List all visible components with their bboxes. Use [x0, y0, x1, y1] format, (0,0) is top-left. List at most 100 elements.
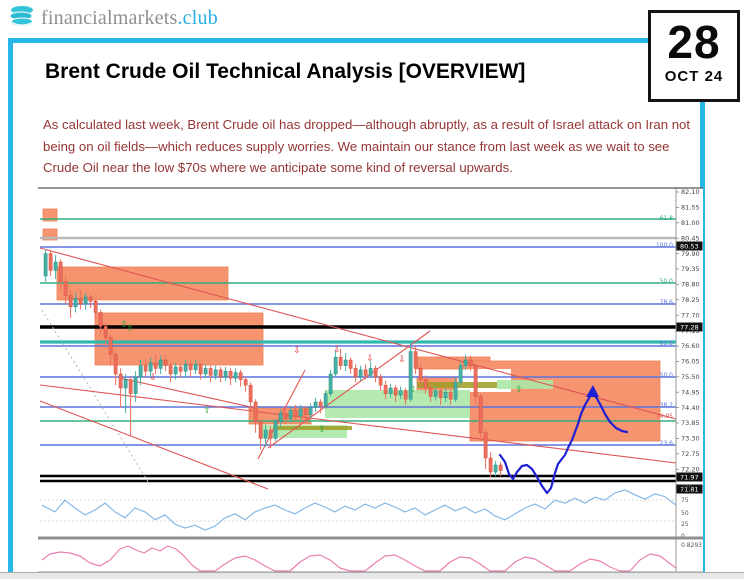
candle-body — [193, 363, 198, 371]
price-badge: 71.97 — [676, 472, 703, 482]
trendlines — [39, 247, 677, 490]
price-badge-text: 71.81 — [680, 485, 699, 493]
supply-demand-zone — [94, 312, 264, 366]
trendline — [119, 377, 256, 409]
fib-label: 38.2 — [660, 402, 674, 409]
trendline — [39, 384, 677, 464]
candle-body — [103, 326, 108, 338]
candle-body — [143, 365, 148, 372]
candle-body — [253, 401, 258, 422]
date-badge: 28 OCT 24 — [648, 10, 740, 102]
candle-body — [118, 373, 123, 389]
fib-label: 23.6 — [660, 440, 674, 447]
candle-body — [423, 379, 428, 389]
page-title: Brent Crude Oil Technical Analysis [OVER… — [45, 60, 526, 83]
candle-body — [68, 295, 73, 308]
sell-arrow-icon: ⇩ — [398, 355, 406, 365]
date-day: 28 — [667, 16, 721, 68]
sell-arrow-icon: ⇩ — [333, 345, 341, 355]
candle-body — [398, 390, 403, 396]
demand-zone — [497, 380, 553, 389]
olive-level — [273, 426, 352, 430]
price-axis-panel — [676, 188, 703, 572]
candle-body — [83, 296, 88, 305]
fib-label: 74.05 — [656, 413, 673, 420]
candle-body — [98, 312, 103, 327]
candle-body — [333, 356, 338, 375]
price-label: 77.70 — [681, 311, 700, 319]
fib-label: 50.0 — [660, 278, 674, 285]
candle-body — [248, 384, 253, 403]
buy-arrow-icon: ⇧ — [318, 425, 326, 435]
sell-arrow-icon: ⇩ — [149, 373, 157, 383]
candle-body — [408, 351, 413, 400]
candle-body — [178, 366, 183, 372]
supply-demand-zone — [42, 228, 58, 241]
buy-arrow-icon: ⇧ — [515, 385, 523, 395]
indicator-scale-label: 100 — [681, 484, 693, 491]
candle-body — [388, 387, 393, 394]
price-label: 74.95 — [681, 388, 700, 396]
candle-body — [293, 410, 298, 417]
candle-body — [358, 369, 363, 378]
candle-body — [353, 368, 358, 378]
price-badge: 77.28 — [676, 322, 703, 332]
candle-body — [498, 464, 503, 471]
supply-demand-zone — [42, 208, 58, 222]
candle-body — [378, 376, 383, 386]
candle-body — [208, 368, 213, 376]
candle-body — [458, 365, 463, 383]
price-badge: 71.81 — [676, 484, 703, 494]
candle-body — [138, 365, 143, 378]
supply-demand-zone — [469, 360, 661, 442]
candle-body — [233, 372, 238, 379]
candle-body — [198, 363, 203, 375]
price-label: 72.75 — [681, 450, 700, 458]
price-badge-bg — [676, 484, 703, 494]
candle-body — [158, 359, 163, 369]
price-badge-bg — [676, 322, 703, 332]
candle-body — [243, 379, 248, 386]
candle-body — [218, 369, 223, 378]
demand-zone — [325, 390, 470, 418]
candle-body — [53, 261, 58, 271]
dotted-trendline — [41, 309, 151, 486]
candle-body — [43, 253, 48, 277]
candle-body — [468, 359, 473, 366]
candle-body — [288, 410, 293, 420]
candle-body — [153, 362, 158, 369]
fib-label: 100.0 — [656, 242, 673, 249]
candle-body — [113, 354, 118, 375]
candle-body — [323, 393, 328, 407]
candle-body — [438, 390, 443, 399]
candle-body — [453, 382, 458, 400]
trendline — [39, 247, 677, 420]
oscillator-line — [41, 545, 677, 572]
price-label: 79.35 — [681, 265, 700, 273]
candle-body — [383, 384, 388, 394]
candle-body — [173, 366, 178, 375]
logo-tld: .club — [177, 6, 218, 29]
candle-body — [133, 376, 138, 394]
price-label: 81.55 — [681, 204, 700, 212]
site-logo: financialmarkets.club — [8, 5, 218, 31]
price-label: 80.45 — [681, 234, 700, 242]
price-label: 74.40 — [681, 404, 700, 412]
candle-body — [93, 300, 98, 313]
candle-body — [393, 387, 398, 396]
candle-body — [298, 408, 303, 417]
candle-body — [223, 370, 228, 378]
candle-body — [338, 356, 343, 366]
candle-body — [123, 379, 128, 389]
candle-body — [433, 390, 438, 397]
buy-arrow-icon: ⇧ — [409, 385, 417, 395]
price-badge: 80.53 — [676, 241, 703, 251]
fib-label: 61.8 — [660, 340, 674, 347]
trendline — [39, 400, 269, 490]
candle-body — [228, 370, 233, 379]
price-label: 73.30 — [681, 435, 700, 443]
candle-body — [413, 351, 418, 369]
price-label: 72.20 — [681, 465, 700, 473]
